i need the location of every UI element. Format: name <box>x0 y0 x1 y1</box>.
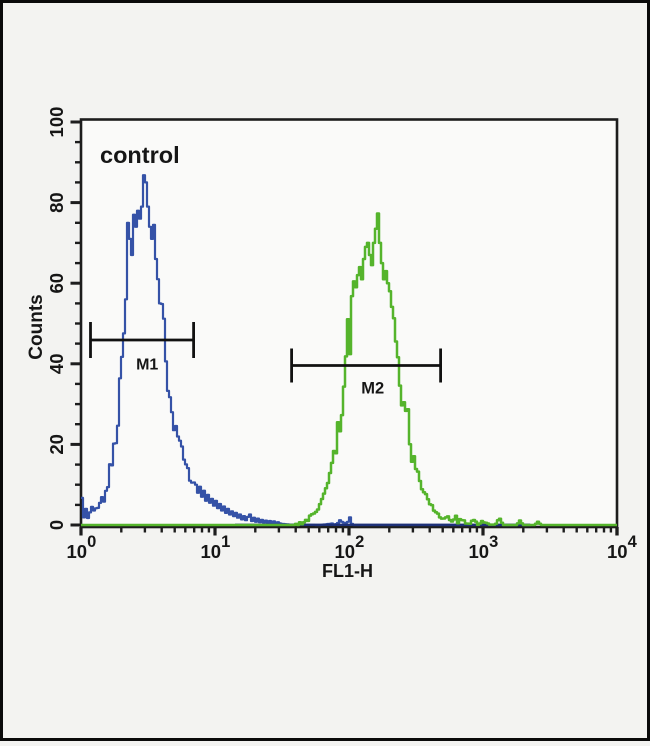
svg-text:80: 80 <box>46 192 67 213</box>
svg-text:M1: M1 <box>136 357 158 374</box>
svg-text:60: 60 <box>46 273 67 294</box>
svg-text:0: 0 <box>46 520 67 530</box>
svg-text:20: 20 <box>46 434 67 455</box>
svg-text:FL1-H: FL1-H <box>322 561 373 581</box>
svg-text:M2: M2 <box>361 380 384 398</box>
svg-text:100: 100 <box>46 107 67 138</box>
svg-text:40: 40 <box>46 354 67 375</box>
svg-text:Counts: Counts <box>26 294 47 359</box>
svg-text:control: control <box>100 142 180 168</box>
